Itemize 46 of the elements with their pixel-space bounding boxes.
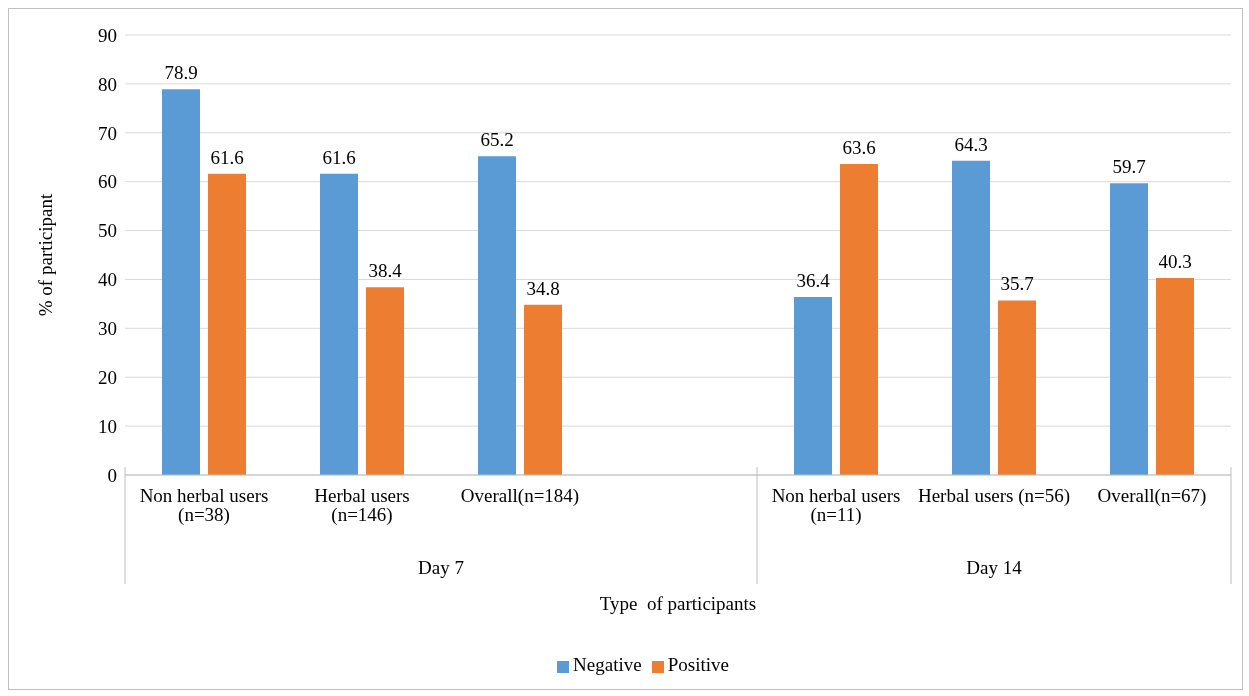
y-tick-label: 10 bbox=[98, 415, 117, 437]
data-label: 40.3 bbox=[1158, 250, 1192, 272]
data-label: 78.9 bbox=[164, 62, 198, 84]
y-tick-label: 0 bbox=[107, 464, 117, 486]
data-label: 61.6 bbox=[322, 146, 356, 168]
x-tick-label: Non herbal users (n=11) bbox=[771, 485, 901, 527]
x-axis-title: Type of participants bbox=[598, 593, 758, 615]
data-label: 38.4 bbox=[368, 260, 403, 282]
x-tick-label: Overall(n=67) bbox=[1097, 485, 1207, 508]
y-tick-label: 90 bbox=[98, 24, 117, 46]
bar bbox=[998, 300, 1036, 475]
data-label: 59.7 bbox=[1112, 156, 1146, 178]
bar bbox=[1110, 183, 1148, 475]
legend-label: Positive bbox=[667, 654, 729, 675]
y-tick-label: 20 bbox=[98, 366, 117, 388]
text: Day 7 bbox=[417, 557, 465, 579]
bar bbox=[366, 287, 404, 475]
bar bbox=[1156, 277, 1194, 475]
bar bbox=[524, 304, 562, 475]
y-tick-label: 30 bbox=[98, 318, 117, 340]
data-label: 65.2 bbox=[480, 129, 514, 151]
y-tick-label: 40 bbox=[98, 269, 117, 291]
bar bbox=[794, 297, 832, 475]
y-tick-label: 50 bbox=[98, 220, 117, 242]
data-label: 35.7 bbox=[1000, 273, 1034, 295]
data-label: 64.3 bbox=[954, 133, 988, 155]
y-tick-label: 60 bbox=[98, 171, 117, 193]
y-tick-label: 80 bbox=[98, 73, 117, 95]
x-tick-label: Non herbal users (n=38) bbox=[139, 485, 269, 527]
data-label: 34.8 bbox=[526, 277, 560, 299]
data-label: 63.6 bbox=[842, 137, 876, 159]
data-label: 36.4 bbox=[796, 270, 831, 292]
legend-label: Negative bbox=[573, 654, 642, 675]
y-axis-title: % of participant bbox=[34, 193, 56, 317]
bar bbox=[478, 156, 516, 475]
data-label: 61.6 bbox=[210, 146, 244, 168]
bar bbox=[952, 160, 990, 475]
bar bbox=[162, 89, 200, 475]
y-tick-label: 70 bbox=[98, 122, 117, 144]
bar bbox=[208, 173, 246, 475]
x-tick-label: Herbal users (n=146) bbox=[314, 485, 410, 527]
bar bbox=[320, 173, 358, 475]
bar bbox=[840, 164, 878, 475]
text: Day 14 bbox=[965, 557, 1023, 579]
x-tick-label: Overall(n=184) bbox=[460, 485, 580, 508]
x-tick-label: Herbal users (n=56) bbox=[917, 485, 1071, 508]
